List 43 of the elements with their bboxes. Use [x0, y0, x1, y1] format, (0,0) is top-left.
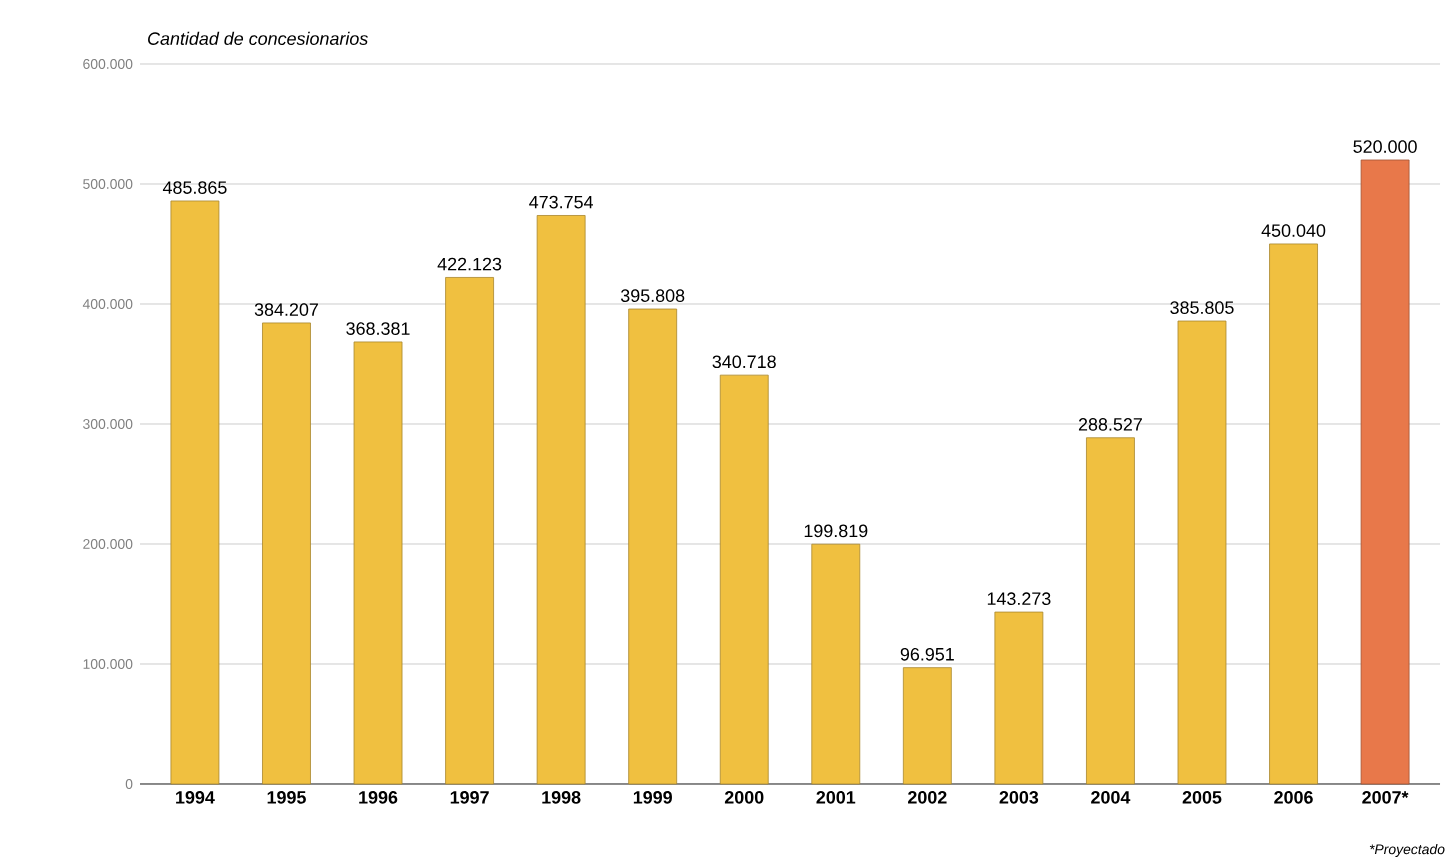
data-label: 395.808	[620, 289, 685, 302]
data-label: 288.527	[1078, 418, 1142, 431]
data-label: 385.805	[1170, 301, 1234, 314]
data-label: 520.000	[1353, 140, 1417, 153]
bar	[353, 341, 403, 785]
bar	[628, 308, 678, 785]
bar	[1360, 159, 1410, 785]
chart-title: Cantidad de concesionarios	[148, 31, 368, 45]
bar	[1086, 437, 1135, 785]
x-tick-label: 2007*	[1362, 791, 1409, 804]
bar	[719, 374, 769, 785]
bar	[1269, 243, 1318, 785]
data-label: 450.040	[1261, 224, 1326, 237]
x-tick-label: 2004	[1091, 791, 1131, 804]
data-label: 199.819	[804, 524, 868, 538]
bar	[536, 215, 586, 785]
x-tick-label: 2000	[724, 791, 764, 804]
x-tick-label: 1994	[176, 791, 215, 804]
data-label: 422.123	[437, 257, 502, 271]
bar	[994, 611, 1044, 785]
bar	[262, 322, 311, 785]
x-tick-label: 1995	[267, 791, 306, 804]
bar	[1177, 320, 1227, 785]
x-tick-label: 2002	[908, 791, 947, 804]
x-tick-label: 1998	[542, 791, 581, 804]
data-label: 485.865	[162, 181, 227, 194]
data-label: 368.381	[346, 322, 410, 335]
x-tick-label: 2006	[1274, 791, 1313, 804]
data-label: 96.951	[900, 647, 954, 661]
bar	[811, 543, 861, 785]
bar	[445, 277, 494, 785]
data-label: 143.273	[987, 592, 1051, 606]
x-tick-label: 2003	[999, 791, 1039, 804]
x-tick-label: 1997	[450, 791, 489, 804]
bar	[902, 667, 952, 785]
x-tick-label: 2005	[1182, 791, 1222, 804]
x-tick-label: 1999	[633, 791, 672, 804]
x-tick-label: 2001	[816, 791, 856, 804]
data-label: 340.718	[712, 355, 776, 369]
data-label: 384.207	[254, 303, 318, 316]
bar	[170, 200, 220, 785]
x-tick-label: 1996	[359, 791, 398, 804]
data-label: 473.754	[529, 195, 593, 209]
